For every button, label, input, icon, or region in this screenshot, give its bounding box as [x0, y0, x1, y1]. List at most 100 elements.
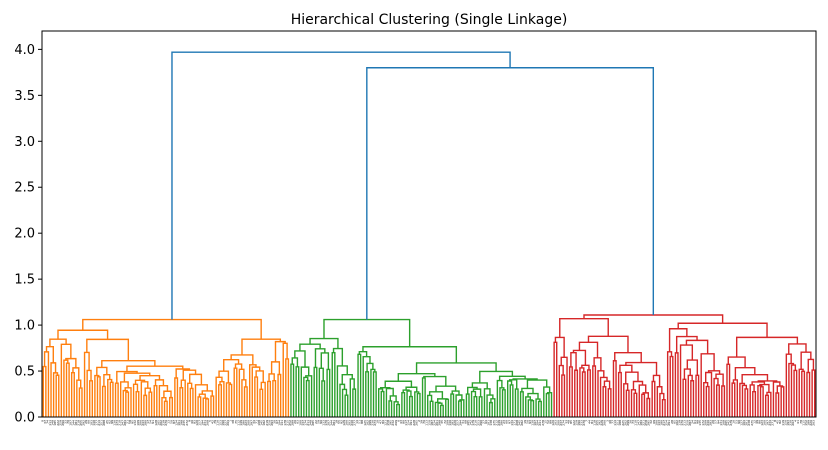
- leaf-label: 40: [608, 420, 612, 424]
- dendrogram-link: [300, 366, 310, 417]
- leaf-label: 50: [169, 420, 173, 424]
- dendrogram-link: [103, 374, 111, 387]
- leaf-label: 45: [776, 420, 780, 424]
- dendrogram-link: [514, 388, 519, 417]
- leaf-label: 153: [218, 420, 222, 426]
- leaf-label: 288: [102, 420, 106, 426]
- leaf-label: 264: [226, 420, 230, 426]
- dendrogram-link: [49, 338, 67, 347]
- dendrogram-link: [690, 380, 695, 417]
- leaf-label: 138: [489, 420, 493, 426]
- dendrogram-link: [201, 390, 213, 397]
- leaf-label: 102: [675, 420, 679, 426]
- leaf-label: 278: [541, 420, 545, 426]
- dendrogram-link: [314, 348, 326, 368]
- dendrogram-link: [114, 382, 119, 417]
- leaf-label: 283: [709, 420, 713, 426]
- leaf-label: 175: [492, 420, 496, 426]
- leaf-label: 271: [770, 420, 774, 426]
- leaf-label: 47: [378, 420, 382, 424]
- y-tick-label: 0.0: [14, 411, 35, 426]
- leaf-label: 281: [332, 420, 336, 426]
- y-tick-label: 4.0: [14, 43, 35, 58]
- dendrogram-link: [272, 380, 277, 417]
- leaf-label: 26: [293, 420, 297, 424]
- leaf-label: 103: [89, 420, 93, 426]
- leaf-label: 190: [221, 420, 225, 426]
- dendrogram-link: [416, 392, 421, 417]
- dendrogram-link: [677, 322, 768, 338]
- leaf-label: 162: [365, 420, 369, 426]
- dendrogram-link: [321, 380, 326, 417]
- leaf-label: 221: [641, 420, 645, 426]
- leaf-label: 122: [572, 420, 576, 426]
- y-tick-label: 0.5: [14, 365, 35, 380]
- leaf-label: 112: [236, 420, 240, 426]
- dendrogram-link: [148, 391, 153, 417]
- dendrogram-link: [780, 386, 785, 417]
- leaf-label: 21: [125, 420, 129, 424]
- leaf-label: 0: [40, 420, 44, 422]
- leaf-label: 57: [714, 420, 718, 424]
- leaf-label: 30: [272, 420, 276, 424]
- leaf-label: 37: [43, 420, 47, 424]
- dendrogram-link: [695, 374, 700, 417]
- leaf-label: 108: [257, 420, 261, 426]
- dendrogram-link: [372, 371, 377, 417]
- leaf-label: 141: [280, 420, 284, 426]
- leaf-label: 292: [82, 420, 86, 426]
- leaf-label: 3: [605, 420, 609, 422]
- dendrogram-link: [423, 375, 447, 387]
- leaf-label: 163: [554, 420, 558, 426]
- y-tick-label: 2.0: [14, 227, 35, 242]
- leaf-label: 79: [213, 420, 217, 424]
- leaf-label: 255: [79, 420, 83, 426]
- leaf-label: 254: [665, 420, 669, 426]
- leaf-label: 73: [631, 420, 635, 424]
- leaf-label: 211: [306, 420, 310, 426]
- dendrogram-link: [646, 397, 651, 417]
- leaf-label: 131: [719, 420, 723, 426]
- leaf-label: 86: [758, 420, 762, 424]
- dendrogram-link: [744, 388, 749, 417]
- dendrogram-link: [641, 393, 646, 417]
- leaf-label: 216: [474, 420, 478, 426]
- leaf-labels: 0377411114818522225929633701071441812182…: [40, 420, 815, 426]
- leaf-label: 22: [314, 420, 318, 424]
- leaf-label: 5: [208, 420, 212, 422]
- leaf-label: 259: [58, 420, 62, 426]
- leaf-label: 54: [149, 420, 153, 424]
- dendrogram-link: [686, 359, 699, 376]
- dendrogram-link: [726, 363, 731, 417]
- dendrogram-link: [366, 362, 374, 372]
- dendrogram-link: [101, 385, 106, 417]
- leaf-label: 132: [133, 420, 137, 426]
- leaf-label: 249: [497, 420, 501, 426]
- leaf-label: 87: [172, 420, 176, 424]
- leaf-label: 279: [729, 420, 733, 426]
- leaf-label: 243: [141, 420, 145, 426]
- leaf-label: 135: [698, 420, 702, 426]
- leaf-label: 110: [634, 420, 638, 426]
- leaf-label: 8: [773, 420, 777, 422]
- dendrogram-link: [254, 376, 259, 417]
- dendrogram-link: [806, 371, 811, 417]
- dendrogram-link: [243, 386, 248, 417]
- dendrogram-link: [320, 352, 330, 370]
- leaf-label: 256: [267, 420, 271, 426]
- dendrogram-link: [408, 395, 413, 417]
- dendrogram-link: [86, 338, 130, 361]
- dendrogram-link: [143, 394, 148, 417]
- leaf-label: 119: [781, 420, 785, 426]
- leaf-label: 217: [662, 420, 666, 426]
- leaf-label: 282: [520, 420, 524, 426]
- dendrogram-link: [380, 390, 385, 417]
- dendrogram-link: [285, 358, 290, 417]
- leaf-label: 82: [778, 420, 782, 424]
- dendrogram-link: [715, 373, 724, 386]
- leaf-label: 33: [64, 420, 68, 424]
- leaf-label: 263: [812, 420, 816, 426]
- dendrogram-link: [501, 389, 506, 417]
- leaf-label: 81: [590, 420, 594, 424]
- leaf-label: 76: [422, 420, 426, 424]
